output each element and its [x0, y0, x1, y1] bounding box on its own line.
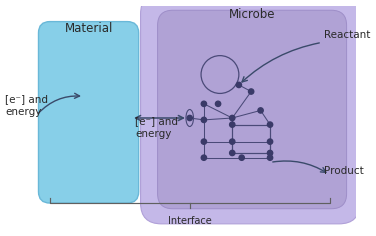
Circle shape	[201, 101, 206, 106]
FancyBboxPatch shape	[158, 10, 347, 209]
Text: Material: Material	[64, 22, 113, 35]
Circle shape	[201, 117, 206, 122]
Circle shape	[230, 122, 235, 127]
Circle shape	[230, 150, 235, 156]
Circle shape	[267, 139, 273, 144]
FancyBboxPatch shape	[38, 22, 139, 203]
Circle shape	[258, 108, 263, 113]
Text: [e⁻] and
energy: [e⁻] and energy	[135, 116, 178, 139]
Text: Microbe: Microbe	[229, 8, 275, 21]
Circle shape	[249, 89, 254, 94]
FancyBboxPatch shape	[141, 0, 360, 224]
Circle shape	[230, 139, 235, 144]
Circle shape	[267, 150, 273, 156]
Circle shape	[201, 139, 206, 144]
Circle shape	[267, 122, 273, 127]
Circle shape	[215, 101, 221, 106]
Circle shape	[239, 155, 244, 160]
Text: [e⁻] and
energy: [e⁻] and energy	[5, 94, 49, 117]
Circle shape	[236, 82, 241, 88]
Circle shape	[267, 155, 273, 160]
Text: Reactant: Reactant	[324, 30, 370, 40]
Bar	[232, 125, 270, 153]
Circle shape	[230, 115, 235, 121]
Circle shape	[187, 115, 193, 121]
Text: Product: Product	[324, 166, 364, 176]
Text: Interface: Interface	[168, 216, 212, 226]
Circle shape	[201, 155, 206, 160]
